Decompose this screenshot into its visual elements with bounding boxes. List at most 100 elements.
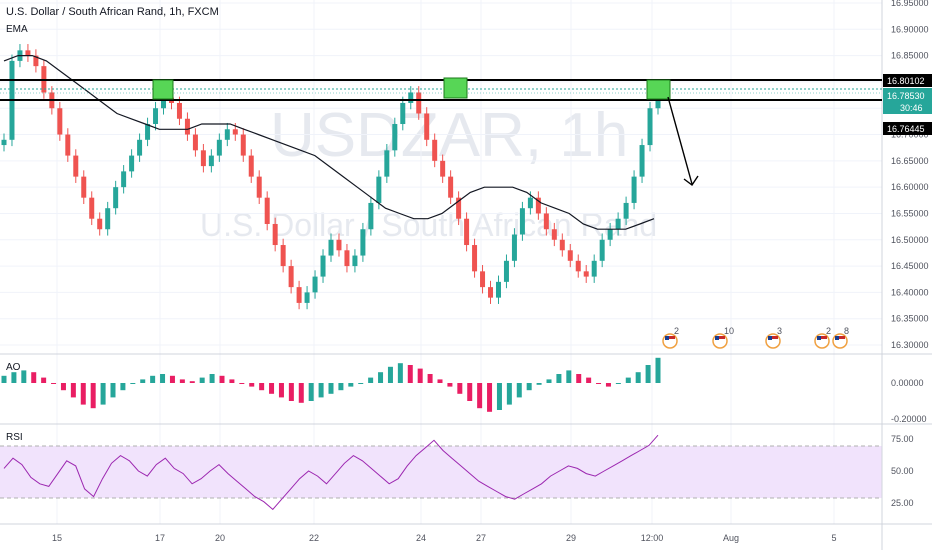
candle-body [232, 129, 238, 135]
ema-line [3, 55, 655, 230]
candle-body [575, 260, 581, 272]
rsi-band [0, 446, 882, 498]
candle-body [464, 218, 470, 246]
ao-bar [417, 368, 423, 383]
time-tick-label: 17 [155, 533, 165, 543]
ao-bar [140, 379, 146, 383]
rsi-tick-label: 25.00 [891, 498, 914, 508]
candle-body [623, 202, 629, 219]
time-tick-label: 12:00 [641, 533, 664, 543]
price-axis[interactable]: 16.9500016.9000016.8500016.8000016.75000… [891, 0, 929, 350]
ao-bar [586, 377, 592, 383]
ao-bar [308, 383, 314, 401]
rsi-tick-label: 75.00 [891, 434, 914, 444]
candle-body [57, 108, 63, 135]
ao-bar [477, 383, 483, 409]
price-tick-label: 16.65000 [891, 156, 929, 166]
time-axis[interactable]: 15 17 20 22 24 27 29 12:00 Aug 5 [52, 533, 837, 543]
ao-bar [51, 383, 57, 384]
forecast-arrow [667, 96, 693, 185]
ao-bar [328, 383, 334, 394]
candle-body [328, 239, 334, 256]
ao-bar [378, 372, 384, 383]
event-flag-stripe [817, 336, 827, 339]
candle-body [599, 239, 605, 261]
ao-bar [437, 379, 443, 383]
ao-bar [21, 370, 27, 383]
ao-bar [60, 383, 66, 391]
candle-body [81, 176, 87, 198]
ao-bar [506, 383, 512, 405]
event-flag-stripe [835, 336, 845, 339]
candle-body [384, 150, 390, 177]
ao-bar [130, 383, 136, 384]
event-count: 10 [724, 326, 734, 336]
ao-bar [556, 374, 562, 383]
event-flag-stripe [715, 336, 725, 339]
candle-body [336, 239, 342, 251]
candle-body [440, 160, 446, 177]
candle-body [368, 202, 374, 230]
event-count: 2 [674, 326, 679, 336]
event-flag[interactable]: 2 [814, 326, 831, 349]
ao-bar [80, 383, 86, 405]
event-flag[interactable]: 10 [712, 326, 734, 349]
candle-body [113, 187, 119, 209]
price-tick-label: 16.40000 [891, 287, 929, 297]
candle-body [288, 266, 294, 288]
rsi-line [3, 434, 659, 511]
time-tick-label: 22 [309, 533, 319, 543]
candle-body [448, 176, 454, 198]
ao-bar [457, 383, 463, 394]
touch-zone-1 [152, 79, 174, 100]
candle-body [200, 150, 206, 167]
ao-label[interactable]: AO [6, 362, 21, 373]
candle-body [583, 271, 589, 277]
event-flag[interactable]: 8 [832, 326, 849, 349]
rsi-label[interactable]: RSI [6, 432, 23, 443]
candle-body [304, 292, 310, 303]
ao-bar [566, 370, 572, 383]
ao-bar [239, 383, 245, 384]
candle-body [280, 245, 286, 267]
ao-bar [467, 383, 473, 401]
candle-body [192, 134, 198, 151]
ao-bar [189, 381, 195, 383]
candle-body [89, 197, 95, 219]
candle-body [392, 124, 398, 151]
ao-bar [160, 374, 166, 383]
events-row[interactable]: 2 10 3 2 8 [662, 326, 849, 349]
price-tag-resistance-top: 16.80102 [883, 74, 932, 87]
touch-zone-2 [443, 77, 468, 99]
ao-bar [100, 383, 106, 405]
candle-body [456, 197, 462, 219]
ao-bar [169, 375, 175, 383]
candle-body [543, 213, 549, 230]
time-tick-label: 27 [476, 533, 486, 543]
ao-bar [576, 374, 582, 383]
event-flag-canton [768, 336, 772, 340]
candle-body [105, 208, 111, 230]
event-flag[interactable]: 3 [765, 326, 782, 349]
forecast-arrowhead [683, 175, 699, 187]
ao-bar [447, 383, 453, 387]
candle-body [511, 234, 517, 261]
time-tick-label: 24 [416, 533, 426, 543]
candle-body [615, 218, 621, 230]
event-flag[interactable]: 2 [662, 326, 679, 349]
event-count: 3 [777, 326, 782, 336]
ema-label[interactable]: EMA [6, 24, 28, 35]
ao-tick-label: -0.20000 [891, 414, 927, 424]
price-tick-label: 16.30000 [891, 340, 929, 350]
ao-bar [397, 363, 403, 383]
event-flag-stripe [768, 336, 778, 339]
ao-bar [338, 383, 344, 391]
candle-body [25, 50, 31, 56]
candle-body [503, 260, 509, 282]
candle-body [1, 139, 7, 146]
time-tick-label: Aug [723, 533, 739, 543]
candle-body [495, 281, 501, 298]
candle-body [121, 171, 127, 188]
candle-body [631, 176, 637, 203]
